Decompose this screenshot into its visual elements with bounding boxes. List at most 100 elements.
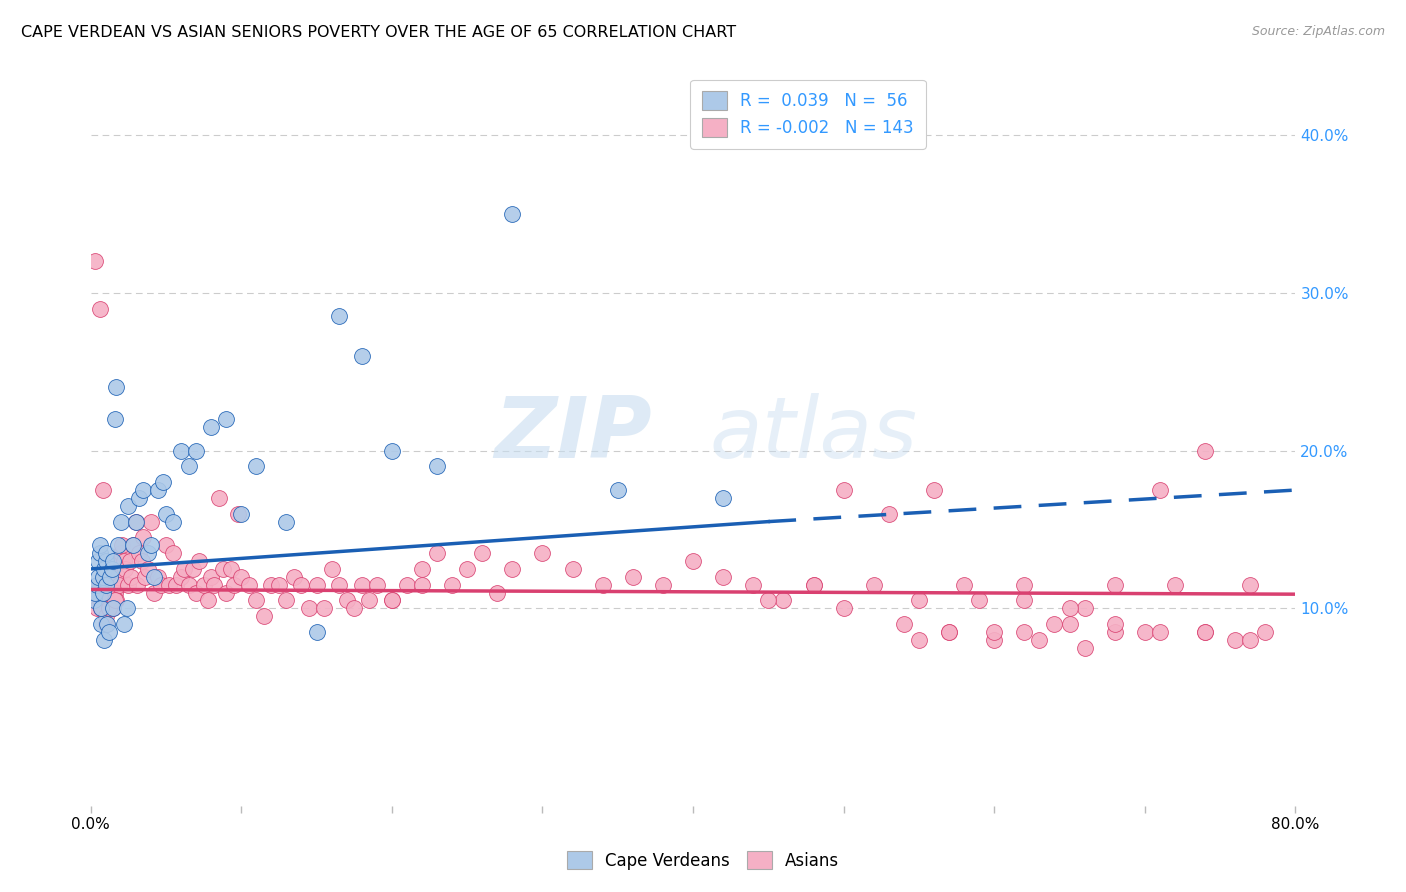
Point bbox=[84, 254, 107, 268]
Point bbox=[83, 593, 105, 607]
Point bbox=[983, 632, 1005, 647]
Point bbox=[90, 601, 112, 615]
Point bbox=[112, 617, 135, 632]
Point bbox=[103, 601, 125, 615]
Point bbox=[606, 483, 628, 497]
Point bbox=[312, 601, 335, 615]
Point bbox=[1225, 632, 1247, 647]
Point bbox=[219, 562, 242, 576]
Point bbox=[711, 570, 734, 584]
Point bbox=[91, 578, 114, 592]
Point bbox=[1073, 640, 1095, 655]
Point bbox=[121, 538, 143, 552]
Point bbox=[983, 625, 1005, 640]
Point bbox=[359, 593, 381, 607]
Point bbox=[200, 570, 222, 584]
Point bbox=[103, 554, 125, 568]
Point bbox=[267, 578, 290, 592]
Text: atlas: atlas bbox=[710, 393, 918, 476]
Point bbox=[772, 593, 794, 607]
Point bbox=[86, 578, 108, 592]
Point bbox=[166, 578, 188, 592]
Point bbox=[245, 593, 267, 607]
Point bbox=[97, 601, 120, 615]
Point bbox=[177, 578, 200, 592]
Point bbox=[1014, 593, 1036, 607]
Point bbox=[128, 546, 150, 560]
Point bbox=[89, 593, 111, 607]
Point bbox=[86, 601, 108, 615]
Point bbox=[1194, 625, 1216, 640]
Point bbox=[114, 562, 136, 576]
Point bbox=[118, 554, 141, 568]
Point bbox=[411, 578, 433, 592]
Point bbox=[441, 578, 464, 592]
Point bbox=[366, 578, 388, 592]
Point bbox=[592, 578, 614, 592]
Point bbox=[87, 578, 110, 592]
Point bbox=[89, 546, 111, 560]
Point bbox=[162, 546, 184, 560]
Point bbox=[231, 507, 253, 521]
Point bbox=[127, 578, 149, 592]
Point bbox=[170, 443, 193, 458]
Point bbox=[253, 609, 276, 624]
Point bbox=[531, 546, 554, 560]
Point bbox=[1059, 617, 1081, 632]
Point bbox=[107, 570, 129, 584]
Point bbox=[84, 585, 107, 599]
Point bbox=[908, 593, 931, 607]
Point bbox=[260, 578, 283, 592]
Point bbox=[1073, 601, 1095, 615]
Point bbox=[742, 578, 765, 592]
Point bbox=[139, 538, 162, 552]
Point bbox=[350, 578, 373, 592]
Point bbox=[100, 601, 122, 615]
Point bbox=[173, 562, 195, 576]
Point bbox=[131, 554, 153, 568]
Point bbox=[97, 601, 120, 615]
Point bbox=[283, 570, 305, 584]
Point bbox=[1239, 578, 1261, 592]
Point bbox=[381, 593, 404, 607]
Point bbox=[162, 515, 184, 529]
Point bbox=[148, 570, 170, 584]
Point bbox=[110, 554, 132, 568]
Point bbox=[155, 507, 177, 521]
Point bbox=[170, 570, 193, 584]
Point bbox=[238, 578, 260, 592]
Point bbox=[110, 515, 132, 529]
Point bbox=[756, 593, 779, 607]
Point bbox=[501, 207, 523, 221]
Point bbox=[157, 578, 180, 592]
Point bbox=[276, 515, 298, 529]
Point bbox=[343, 601, 366, 615]
Point bbox=[328, 310, 350, 324]
Point bbox=[651, 578, 673, 592]
Point bbox=[561, 562, 583, 576]
Point bbox=[152, 475, 174, 490]
Legend: R =  0.039   N =  56, R = -0.002   N = 143: R = 0.039 N = 56, R = -0.002 N = 143 bbox=[690, 79, 925, 149]
Point bbox=[862, 578, 884, 592]
Point bbox=[226, 507, 249, 521]
Point bbox=[908, 632, 931, 647]
Point bbox=[125, 515, 148, 529]
Point bbox=[103, 601, 125, 615]
Point bbox=[276, 593, 298, 607]
Point bbox=[94, 609, 117, 624]
Point bbox=[1043, 617, 1066, 632]
Point bbox=[967, 593, 990, 607]
Point bbox=[222, 578, 245, 592]
Point bbox=[105, 593, 128, 607]
Point bbox=[803, 578, 825, 592]
Point bbox=[100, 562, 122, 576]
Point bbox=[471, 546, 494, 560]
Point bbox=[139, 515, 162, 529]
Point bbox=[621, 570, 644, 584]
Point bbox=[103, 578, 125, 592]
Point bbox=[938, 625, 960, 640]
Point bbox=[104, 412, 127, 426]
Point bbox=[105, 380, 128, 394]
Point bbox=[107, 538, 129, 552]
Point bbox=[1194, 625, 1216, 640]
